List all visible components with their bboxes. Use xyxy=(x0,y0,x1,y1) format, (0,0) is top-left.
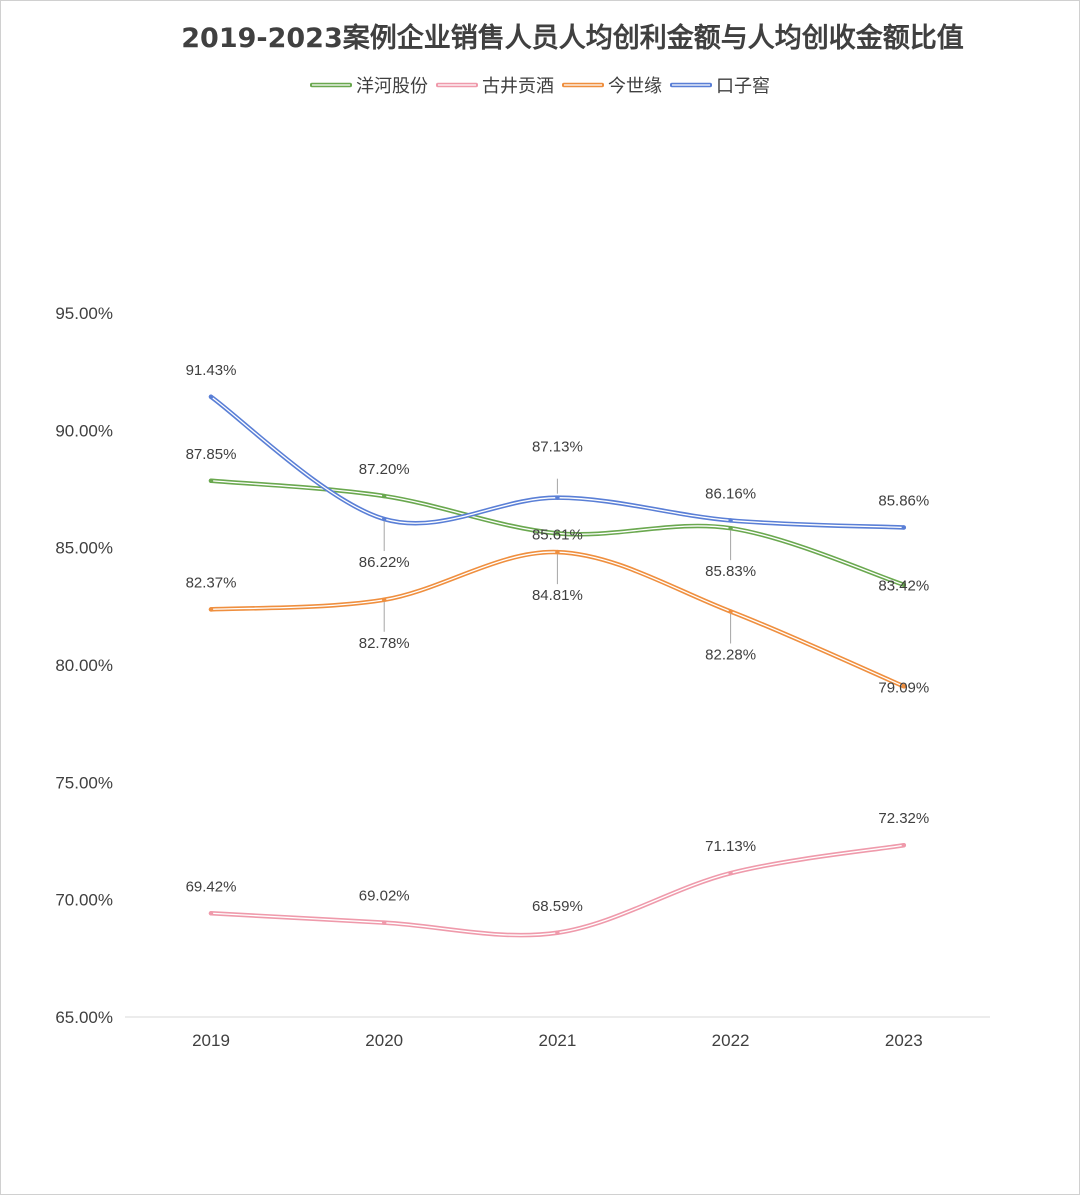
data-point xyxy=(728,870,733,876)
legend-item: 古井贡酒 xyxy=(436,72,554,98)
series-line-core-4 xyxy=(210,396,905,529)
data-point xyxy=(728,518,733,523)
data-label: 69.42% xyxy=(186,878,237,895)
data-label: 85.83% xyxy=(705,563,756,580)
data-point xyxy=(208,607,214,612)
data-label: 68.59% xyxy=(532,898,583,915)
data-point xyxy=(555,531,560,536)
data-label: 86.16% xyxy=(705,485,756,502)
data-point xyxy=(555,495,560,500)
data-label: 85.86% xyxy=(878,492,929,509)
y-tick-label: 95.00% xyxy=(55,304,113,323)
y-tick-label: 80.00% xyxy=(55,656,113,675)
data-label: 82.28% xyxy=(705,646,756,663)
y-tick-label: 85.00% xyxy=(55,539,113,558)
data-point xyxy=(208,394,214,399)
data-point xyxy=(728,609,733,614)
data-point xyxy=(901,582,906,587)
data-label: 82.37% xyxy=(186,574,237,591)
data-label: 87.13% xyxy=(532,439,583,456)
data-label: 79.09% xyxy=(878,679,929,696)
legend-swatch xyxy=(436,82,478,88)
data-point xyxy=(901,843,906,848)
data-point xyxy=(901,684,906,689)
legend-item: 洋河股份 xyxy=(310,72,428,98)
series-line-2 xyxy=(208,842,907,938)
data-label: 85.61% xyxy=(532,526,583,543)
data-label: 82.78% xyxy=(359,635,410,652)
legend-label: 洋河股份 xyxy=(356,76,428,97)
data-point xyxy=(901,525,906,530)
data-label: 91.43% xyxy=(186,362,237,379)
data-label: 86.22% xyxy=(359,554,410,571)
data-point xyxy=(382,920,387,925)
legend-item: 口子窖 xyxy=(670,72,770,98)
data-point xyxy=(555,930,560,935)
legend-label: 今世缘 xyxy=(608,76,662,97)
data-label: 84.81% xyxy=(532,587,583,604)
x-tick-label: 2019 xyxy=(192,1031,230,1050)
data-label: 72.32% xyxy=(878,810,929,827)
legend-swatch xyxy=(670,82,712,88)
x-tick-label: 2021 xyxy=(538,1031,576,1050)
x-tick-label: 2023 xyxy=(885,1031,923,1050)
legend-label: 口子窖 xyxy=(716,76,770,97)
data-point xyxy=(208,478,214,483)
chart-title: 2019-2023案例企业销售人员人均创利金额与人均创收金额比值 xyxy=(181,23,964,54)
legend-item: 今世缘 xyxy=(562,72,662,98)
data-point xyxy=(728,525,733,531)
x-tick-label: 2022 xyxy=(712,1031,750,1050)
data-label: 87.85% xyxy=(186,446,237,463)
data-point xyxy=(555,549,560,555)
y-tick-label: 75.00% xyxy=(55,773,113,792)
data-point xyxy=(382,597,387,602)
data-label: 69.02% xyxy=(359,888,410,905)
data-label: 87.20% xyxy=(359,461,410,478)
x-tick-label: 2020 xyxy=(365,1031,403,1050)
series-line-4 xyxy=(208,394,907,530)
data-point xyxy=(382,493,387,499)
legend-label: 古井贡酒 xyxy=(482,76,554,97)
data-point xyxy=(208,911,214,916)
y-tick-label: 90.00% xyxy=(55,421,113,440)
legend-swatch xyxy=(310,82,352,88)
data-point xyxy=(382,516,387,522)
data-label: 83.42% xyxy=(878,578,929,595)
chart-legend: 洋河股份 古井贡酒 今世缘 口子窖 xyxy=(0,72,1080,98)
legend-swatch xyxy=(562,82,604,88)
y-tick-label: 65.00% xyxy=(55,1008,113,1027)
y-tick-label: 70.00% xyxy=(55,891,113,910)
data-label: 71.13% xyxy=(705,838,756,855)
